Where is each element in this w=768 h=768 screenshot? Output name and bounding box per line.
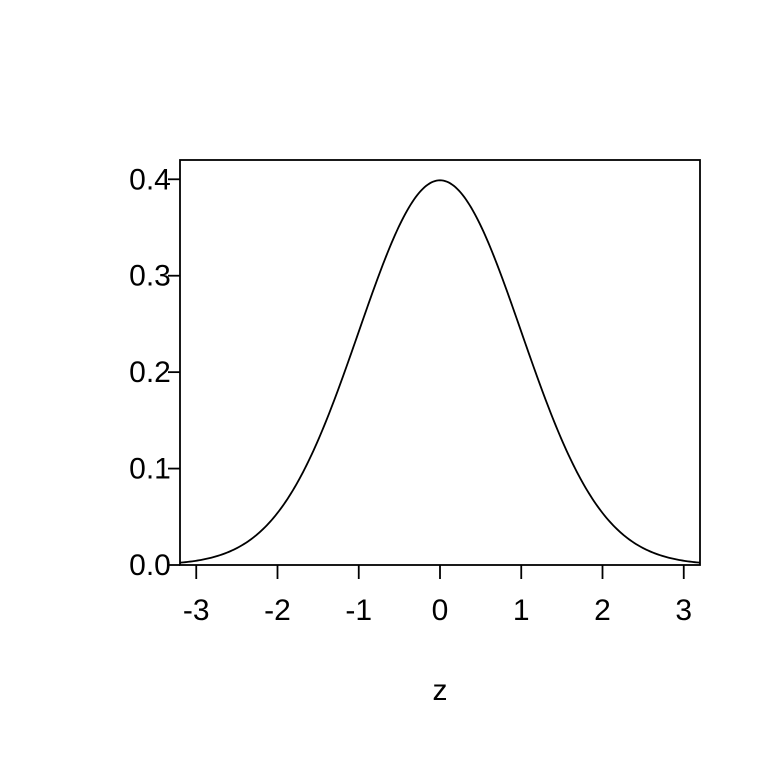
x-axis-labels-group: -3 -2 -1 0 1 2 3: [183, 594, 692, 627]
plot-border-box: [180, 160, 700, 565]
normal-curve-path: [180, 180, 700, 562]
x-axis-label-3: 3: [675, 594, 692, 627]
chart-container: 0.0 0.1 0.2 0.3 0.4 -3 -2 -1 0 1 2 3 z: [0, 0, 768, 768]
x-axis-label--2: -2: [264, 594, 291, 627]
x-axis-label-1: 1: [513, 594, 530, 627]
y-axis-label-0.4: 0.4: [129, 163, 171, 196]
x-axis-label-2: 2: [594, 594, 611, 627]
x-axis-ticks-group: [196, 565, 684, 579]
y-axis-label-0.2: 0.2: [129, 356, 171, 389]
y-axis-label-0.1: 0.1: [129, 453, 171, 486]
normal-distribution-plot-svg: 0.0 0.1 0.2 0.3 0.4 -3 -2 -1 0 1 2 3 z: [0, 0, 768, 768]
x-axis-title: z: [433, 674, 448, 707]
x-axis-label--1: -1: [345, 594, 372, 627]
y-axis-labels-group: 0.0 0.1 0.2 0.3 0.4: [129, 163, 171, 582]
x-axis-label--3: -3: [183, 594, 210, 627]
y-axis-label-0.3: 0.3: [129, 260, 171, 293]
y-axis-label-0.0: 0.0: [129, 549, 171, 582]
x-axis-label-0: 0: [432, 594, 449, 627]
